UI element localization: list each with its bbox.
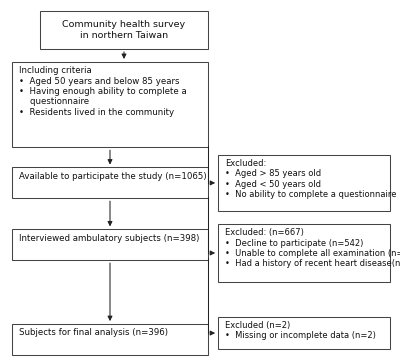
- Text: Community health survey
in northern Taiwan: Community health survey in northern Taiw…: [62, 20, 186, 40]
- Text: Excluded: (n=667)
•  Decline to participate (n=542)
•  Unable to complete all ex: Excluded: (n=667) • Decline to participa…: [225, 228, 400, 268]
- Text: Including criteria
•  Aged 50 years and below 85 years
•  Having enough ability : Including criteria • Aged 50 years and b…: [19, 66, 187, 117]
- FancyBboxPatch shape: [12, 62, 208, 147]
- Text: Excluded:
•  Aged > 85 years old
•  Aged < 50 years old
•  No ability to complet: Excluded: • Aged > 85 years old • Aged <…: [225, 159, 397, 199]
- FancyBboxPatch shape: [218, 317, 390, 349]
- FancyBboxPatch shape: [40, 11, 208, 49]
- FancyBboxPatch shape: [218, 155, 390, 211]
- FancyBboxPatch shape: [12, 167, 208, 198]
- Text: Excluded (n=2)
•  Missing or incomplete data (n=2): Excluded (n=2) • Missing or incomplete d…: [225, 321, 376, 340]
- Text: Available to participate the study (n=1065): Available to participate the study (n=10…: [19, 172, 207, 181]
- Text: Interviewed ambulatory subjects (n=398): Interviewed ambulatory subjects (n=398): [19, 234, 200, 243]
- FancyBboxPatch shape: [218, 224, 390, 282]
- FancyBboxPatch shape: [12, 324, 208, 355]
- Text: Subjects for final analysis (n=396): Subjects for final analysis (n=396): [19, 328, 168, 337]
- FancyBboxPatch shape: [12, 229, 208, 260]
